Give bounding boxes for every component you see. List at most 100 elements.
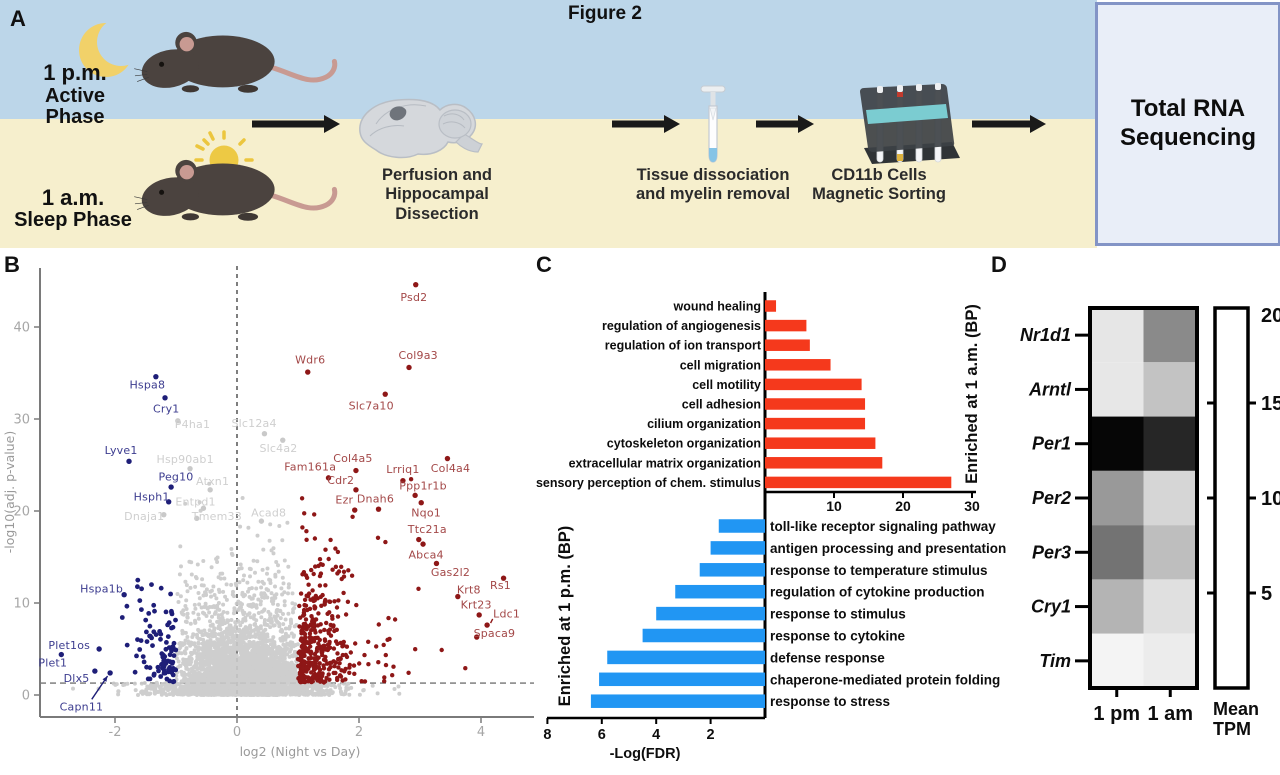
go-category-label: toll-like receptor signaling pathway <box>770 519 996 534</box>
colorbar-tick-label: 10 <box>1261 488 1280 510</box>
go-category-label: cytoskeleton organization <box>607 437 761 451</box>
tube-icon <box>700 85 726 163</box>
flow-arrow-4 <box>972 115 1046 133</box>
go-1pm-axis-title: Enriched at 1 p.m. (BP) <box>556 526 574 707</box>
gene-label: Rs1 <box>490 579 511 592</box>
y-tick-label: 0 <box>22 689 30 704</box>
x-tick-label: 2 <box>355 725 363 740</box>
y-tick-label: 20 <box>13 505 30 520</box>
go-bar <box>590 694 765 708</box>
go-bar <box>765 319 807 332</box>
flow-arrow-3 <box>756 115 814 133</box>
go-category-label: regulation of ion transport <box>605 339 762 353</box>
gene-label: Abca4 <box>408 549 443 562</box>
ns-points <box>71 481 402 697</box>
workflow-arrows <box>252 115 1046 133</box>
go-bar <box>765 417 866 430</box>
x-tick-label: -2 <box>109 725 122 740</box>
go-category-label: cell migration <box>680 358 761 372</box>
heatmap-cell <box>1090 633 1144 688</box>
go-category-label: chaperone-mediated protein folding <box>770 672 1000 687</box>
heatmap-cell <box>1143 416 1197 471</box>
x-axis-title: log2 (Night vs Day) <box>240 744 361 759</box>
go-bar <box>710 541 765 555</box>
gene-label: Dnaja1 <box>124 510 164 523</box>
gene-label: Krt23 <box>461 598 492 611</box>
heatmap-cell <box>1090 308 1144 363</box>
go-x-tick: 2 <box>707 727 715 743</box>
go-bar <box>765 339 810 351</box>
condition-2-phase: Sleep Phase <box>14 209 132 231</box>
gene-label: Hsph1 <box>134 491 170 504</box>
gene-label: Capn11 <box>60 700 104 713</box>
go-bar <box>765 457 883 469</box>
gene-label: Ezr <box>335 493 353 506</box>
labeled-genes-ns: P4ha1 Slc12a4 Slc4a2 Hsp90ab1 Atxn1 Entpd1 Dna… <box>124 417 297 524</box>
y-tick-label: 10 <box>13 597 30 612</box>
go-bar <box>765 378 862 391</box>
heatmap-cell <box>1090 525 1144 580</box>
gene-row-label: Arntl <box>1028 379 1072 399</box>
experiment-schematic <box>0 0 1097 248</box>
hippocampus-spot <box>389 106 407 121</box>
moon-icon <box>79 18 145 77</box>
go-bar <box>656 606 765 621</box>
heatmap-cell <box>1143 308 1197 363</box>
gene-label: Nqo1 <box>411 506 441 519</box>
go-bar <box>699 563 765 577</box>
upregulated-points <box>295 477 468 685</box>
go-category-label: regulation of cytokine production <box>770 585 985 600</box>
gene-row-label: Per1 <box>1032 434 1071 454</box>
heatmap-cell <box>1143 633 1197 688</box>
downregulated-points <box>119 577 179 685</box>
gene-label: Entpd1 <box>175 495 215 508</box>
gene-label: Cdr2 <box>327 474 354 487</box>
go-category-label: response to temperature stimulus <box>770 563 988 578</box>
gene-label: Acad8 <box>251 506 286 519</box>
go-x-tick: 20 <box>895 498 911 514</box>
x-tick-label: 4 <box>477 725 485 740</box>
heatmap-cell <box>1143 579 1197 634</box>
gene-label: Col9a3 <box>398 349 437 362</box>
go-x-axis-title: -Log(FDR) <box>610 746 681 762</box>
y-axis-title: -log10(adj. p-value) <box>2 431 17 554</box>
brain-icon <box>359 98 483 159</box>
go-x-tick: 10 <box>826 498 842 514</box>
heatmap-cell <box>1143 362 1197 417</box>
flow-arrow-1 <box>252 115 340 133</box>
gene-label: Hsp90ab1 <box>156 453 213 466</box>
colorbar-title-line2: TPM <box>1213 719 1251 739</box>
colorbar <box>1213 306 1250 690</box>
go-bar <box>607 650 765 665</box>
heatmap-cell <box>1090 579 1144 634</box>
gene-label: Ttc21a <box>407 523 447 536</box>
go-x-tick: 30 <box>964 498 980 514</box>
heatmap-cell <box>1143 525 1197 580</box>
heatmap-cells <box>1090 308 1197 688</box>
step-3-caption: CD11b Cells Magnetic Sorting <box>812 166 946 204</box>
gene-label: Plet1os <box>48 639 90 652</box>
go-enrichment-charts: wound healing regulation of angiogenesis r… <box>536 292 1006 762</box>
go-category-label: defense response <box>770 650 885 665</box>
column-label: 1 pm <box>1093 703 1140 725</box>
gene-row-label: Per3 <box>1032 542 1071 562</box>
heatmap-cell <box>1090 470 1144 526</box>
gene-label: Wdr6 <box>295 354 325 367</box>
colorbar-tick-label: 20 <box>1261 305 1280 327</box>
go-bar <box>718 519 765 533</box>
go-bar <box>765 300 777 312</box>
go-bar <box>765 437 876 449</box>
go-x-tick: 6 <box>598 727 606 743</box>
y-tick-label: 30 <box>13 413 30 428</box>
panel-d-label: D <box>991 252 1007 277</box>
gene-row-label: Tim <box>1039 651 1071 671</box>
gene-label: Slc12a4 <box>231 417 276 430</box>
gene-label: Tmem33 <box>191 510 242 523</box>
magnet-rack-icon <box>860 83 960 164</box>
go-category-label: response to cytokine <box>770 629 906 644</box>
step-2-caption: Tissue dissociation and myelin removal <box>635 166 791 204</box>
y-tick-label: 40 <box>13 321 30 336</box>
figure-title: Figure 2 <box>568 3 642 24</box>
gene-label: Col4a5 <box>333 452 372 465</box>
gene-label: Hspa1b <box>80 583 123 596</box>
